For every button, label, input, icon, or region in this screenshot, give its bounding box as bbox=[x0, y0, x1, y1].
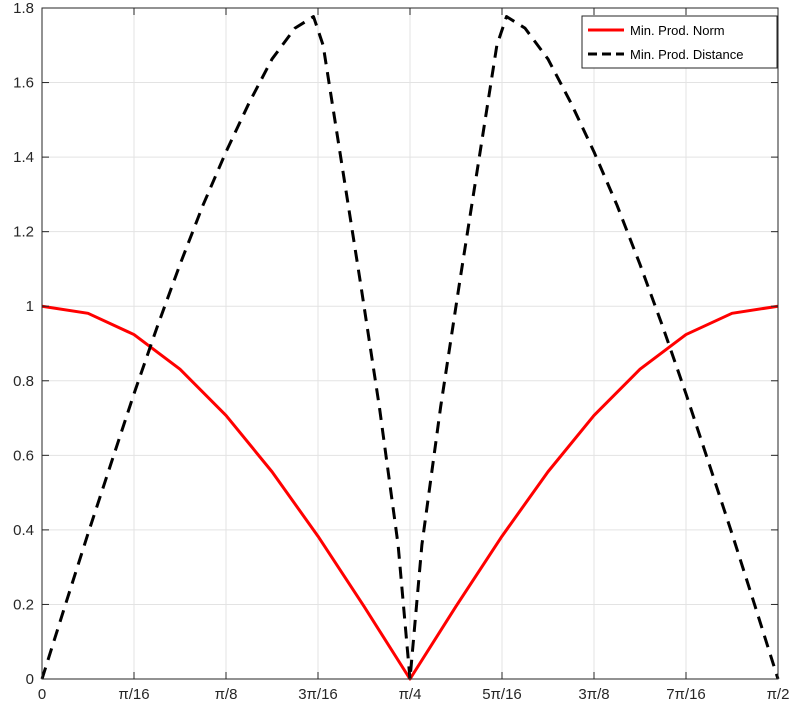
legend-box bbox=[581, 15, 778, 69]
legend-label: Min. Prod. Distance bbox=[630, 47, 743, 62]
x-tick-label: 0 bbox=[38, 686, 46, 703]
x-tick-label: 7π/16 bbox=[666, 686, 706, 703]
legend-label: Min. Prod. Norm bbox=[630, 23, 725, 38]
y-tick-label: 1.6 bbox=[13, 75, 34, 92]
y-tick-label: 1.2 bbox=[13, 224, 34, 241]
y-tick-label: 1 bbox=[26, 298, 34, 315]
tick-marks bbox=[41, 7, 779, 680]
y-tick-label: 0 bbox=[26, 671, 34, 688]
x-tick-label: 3π/16 bbox=[298, 686, 338, 703]
y-tick-label: 1.4 bbox=[13, 149, 34, 166]
y-axis-tick-labels: 0 0.2 0.4 0.6 0.8 1 1.2 1.4 1.6 1.8 bbox=[13, 0, 34, 688]
y-tick-label: 1.8 bbox=[13, 0, 34, 17]
y-tick-label: 0.8 bbox=[13, 373, 34, 390]
legend: Min. Prod. Norm Min. Prod. Distance bbox=[581, 15, 778, 69]
series-line-min-prod-distance bbox=[40, 15, 780, 681]
y-tick-label: 0.4 bbox=[13, 522, 34, 539]
x-tick-label: π/4 bbox=[399, 686, 422, 703]
legend-entries: Min. Prod. Norm Min. Prod. Distance bbox=[588, 23, 743, 62]
y-tick-label: 0.6 bbox=[13, 447, 34, 464]
x-axis-tick-labels: 0 π/16 π/8 3π/16 π/4 5π/16 3π/8 7π/16 π/2 bbox=[38, 686, 790, 703]
grid-lines bbox=[41, 7, 779, 680]
x-tick-label: π/8 bbox=[215, 686, 238, 703]
x-tick-label: 5π/16 bbox=[482, 686, 522, 703]
x-tick-label: π/2 bbox=[767, 686, 790, 703]
x-tick-label: 3π/8 bbox=[578, 686, 609, 703]
y-tick-label: 0.2 bbox=[13, 596, 34, 613]
x-tick-label: π/16 bbox=[118, 686, 149, 703]
